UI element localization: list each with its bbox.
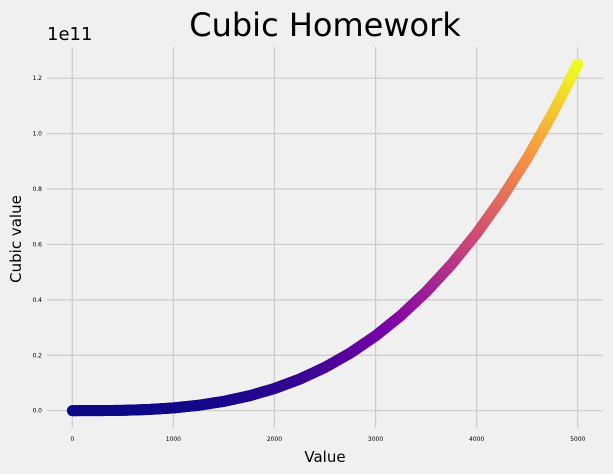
- y-tick-label: 1.0: [32, 131, 42, 138]
- y-tick-label: 0.4: [32, 297, 42, 304]
- x-tick-label: 4000: [469, 436, 484, 443]
- y-tick-label: 0.8: [32, 186, 42, 193]
- x-tick-label: 0: [70, 436, 74, 443]
- y-tick-label: 0.0: [32, 408, 42, 415]
- ticks-layer: 0 1000 2000 3000 4000 5000 0.0 0.2 0.4 0.6 0.8 1.0 1…: [32, 75, 585, 443]
- x-axis-label: Value: [304, 448, 345, 466]
- chart-title: Cubic Homework: [189, 6, 461, 44]
- x-tick-label: 5000: [570, 436, 585, 443]
- x-tick-label: 1000: [166, 436, 181, 443]
- x-tick-label: 3000: [368, 436, 383, 443]
- y-axis-offset-label: 1e11: [47, 24, 92, 45]
- x-tick-label: 2000: [267, 436, 282, 443]
- y-tick-label: 0.2: [32, 352, 42, 359]
- y-tick-label: 1.2: [32, 75, 42, 82]
- y-axis-label: Cubic value: [7, 195, 25, 283]
- series-layer: [66, 58, 584, 417]
- y-tick-label: 0.6: [32, 241, 42, 248]
- scatter-point: [572, 58, 584, 70]
